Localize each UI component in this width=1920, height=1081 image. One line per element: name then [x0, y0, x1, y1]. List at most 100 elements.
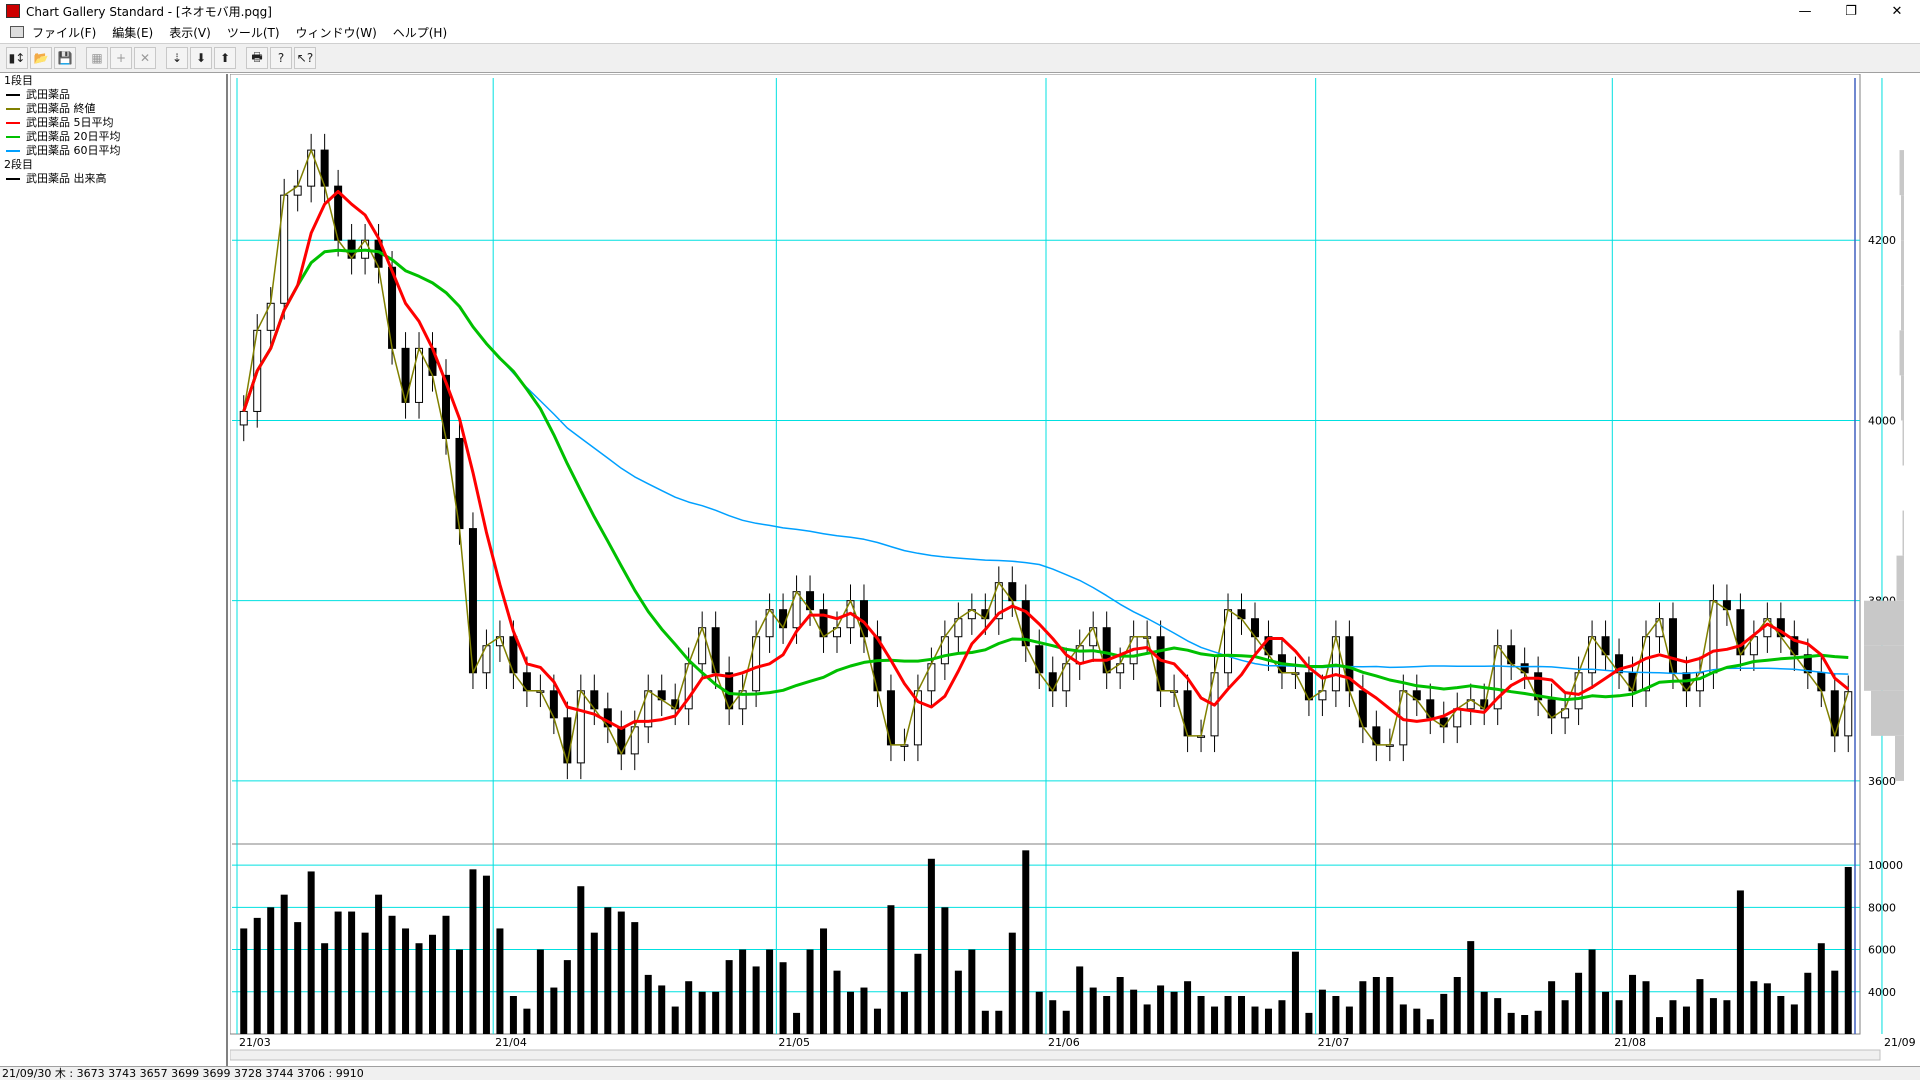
legend-panel1-title: 1段目 [4, 74, 33, 87]
legend-panel: 1段目 武田薬品 武田薬品 終値 武田薬品 5日平均 武田薬品 20日平均 武田薬品 6… [0, 74, 228, 1066]
date-tick-label: 21/05 [778, 1036, 810, 1049]
legend-panel1-item[interactable]: 武田薬品 終値 [0, 102, 226, 116]
move-down-button[interactable]: ⬇ [190, 47, 212, 69]
properties-button[interactable]: ▦ [86, 47, 108, 69]
volume-bar [752, 966, 760, 1034]
app-icon [6, 4, 20, 18]
status-bar: 21/09/30 木 : 3673 3743 3657 3699 3699 37… [0, 1066, 1920, 1080]
price-profile-bar [1899, 330, 1904, 376]
delete-button[interactable]: ✕ [134, 47, 156, 69]
volume-bar [469, 869, 477, 1034]
volume-bar [820, 928, 828, 1034]
help-button[interactable]: ? [270, 47, 292, 69]
volume-bar [644, 974, 652, 1034]
volume-bar [1696, 979, 1704, 1034]
volume-bar [846, 991, 854, 1034]
volume-bar [1669, 1000, 1677, 1034]
volume-bar [1157, 985, 1165, 1034]
chart-area[interactable]: 36003800400042004000600080001000021/0321… [229, 73, 1920, 1066]
volume-bar [1049, 1000, 1057, 1034]
volume-bar [590, 932, 598, 1034]
volume-bar [496, 928, 504, 1034]
volume-bar [887, 905, 895, 1034]
legend-panel1-item[interactable]: 武田薬品 5日平均 [0, 116, 226, 130]
new-chart-button[interactable]: ▮↕ [6, 47, 28, 69]
volume-bar [793, 1012, 801, 1034]
volume-bar [1750, 981, 1758, 1034]
date-tick-label: 21/08 [1614, 1036, 1646, 1049]
volume-bar [280, 894, 288, 1034]
volume-tick-label: 10000 [1868, 859, 1903, 872]
menu-window[interactable]: ウィンドウ(W) [295, 25, 377, 40]
add-button[interactable]: + [110, 47, 132, 69]
price-profile-bar [1895, 735, 1904, 781]
volume-bar [415, 943, 423, 1034]
menu-file[interactable]: ファイル(F) [32, 25, 97, 40]
menu-view[interactable]: 表示(V) [169, 25, 211, 40]
menu-edit[interactable]: 編集(E) [112, 25, 154, 40]
volume-bar [1709, 998, 1717, 1034]
volume-bar [981, 1010, 989, 1034]
close-button[interactable]: ✕ [1891, 3, 1903, 19]
legend-label: 武田薬品 20日平均 [26, 130, 121, 143]
volume-bar [914, 953, 922, 1034]
volume-bar [1615, 1000, 1623, 1034]
volume-bar [1426, 1019, 1434, 1034]
menu-help[interactable]: ヘルプ(H) [392, 25, 448, 40]
legend-swatch [6, 178, 20, 180]
volume-bar [1170, 991, 1178, 1034]
arrow-down-icon: ⬇ [195, 51, 207, 65]
save-button[interactable]: 💾 [54, 47, 76, 69]
volume-bar [1062, 1010, 1070, 1034]
restore-button[interactable]: ❐ [1845, 3, 1857, 19]
date-tick-label: 21/09 [1884, 1036, 1916, 1049]
print-button[interactable]: 🖶 [246, 47, 268, 69]
volume-bar [1561, 1000, 1569, 1034]
volume-bar [375, 894, 383, 1034]
price-profile-bar [1864, 600, 1904, 646]
download-button[interactable]: ⇣ [166, 47, 188, 69]
volume-bar [725, 960, 733, 1034]
volume-bar [1035, 991, 1043, 1034]
volume-bar [334, 911, 342, 1034]
volume-bar [604, 907, 612, 1034]
menu-bar: ファイル(F) 編集(E) 表示(V) ツール(T) ウィンドウ(W) ヘルプ(… [0, 22, 1920, 59]
volume-bar [1804, 972, 1812, 1034]
legend-panel1-item[interactable]: 武田薬品 [0, 88, 226, 102]
ma20-line [242, 248, 1849, 702]
legend-label: 武田薬品 出来高 [26, 172, 107, 185]
legend-panel1-item[interactable]: 武田薬品 20日平均 [0, 130, 226, 144]
volume-bar [307, 871, 315, 1034]
legend-panel2-item[interactable]: 武田薬品 出来高 [0, 172, 226, 186]
plus-icon: + [115, 51, 127, 65]
menu-tools[interactable]: ツール(T) [226, 25, 280, 40]
volume-bar [1291, 951, 1299, 1034]
title-bar: Chart Gallery Standard - [ネオモバ用.pqg] — ❐… [0, 0, 1920, 22]
minimize-button[interactable]: — [1798, 3, 1812, 19]
volume-bar [860, 987, 868, 1034]
legend-swatch [6, 108, 20, 110]
volume-bar [1831, 970, 1839, 1034]
context-help-button[interactable]: ↖? [294, 47, 316, 69]
volume-bar [563, 960, 571, 1034]
volume-bar [1790, 1004, 1798, 1034]
volume-bar [1399, 1004, 1407, 1034]
document-icon[interactable] [10, 26, 24, 38]
open-button[interactable]: 📂 [30, 47, 52, 69]
price-profile-bar [1896, 555, 1904, 601]
volume-bar [1575, 972, 1583, 1034]
volume-bar [1736, 890, 1744, 1034]
volume-bar [1305, 1012, 1313, 1034]
volume-bar [361, 932, 369, 1034]
volume-bar [766, 949, 774, 1034]
legend-panel1-item[interactable]: 武田薬品 60日平均 [0, 144, 226, 158]
date-tick-label: 21/07 [1318, 1036, 1350, 1049]
volume-bar [1116, 977, 1124, 1034]
volume-bar [253, 917, 261, 1034]
move-up-button[interactable]: ⬆ [214, 47, 236, 69]
stock-chart[interactable]: 36003800400042004000600080001000021/0321… [229, 73, 1920, 1066]
pointer-question-icon: ↖? [296, 51, 314, 65]
window-title: Chart Gallery Standard - [ネオモバ用.pqg] [26, 4, 272, 19]
volume-bar [240, 928, 248, 1034]
volume-bar [402, 928, 410, 1034]
